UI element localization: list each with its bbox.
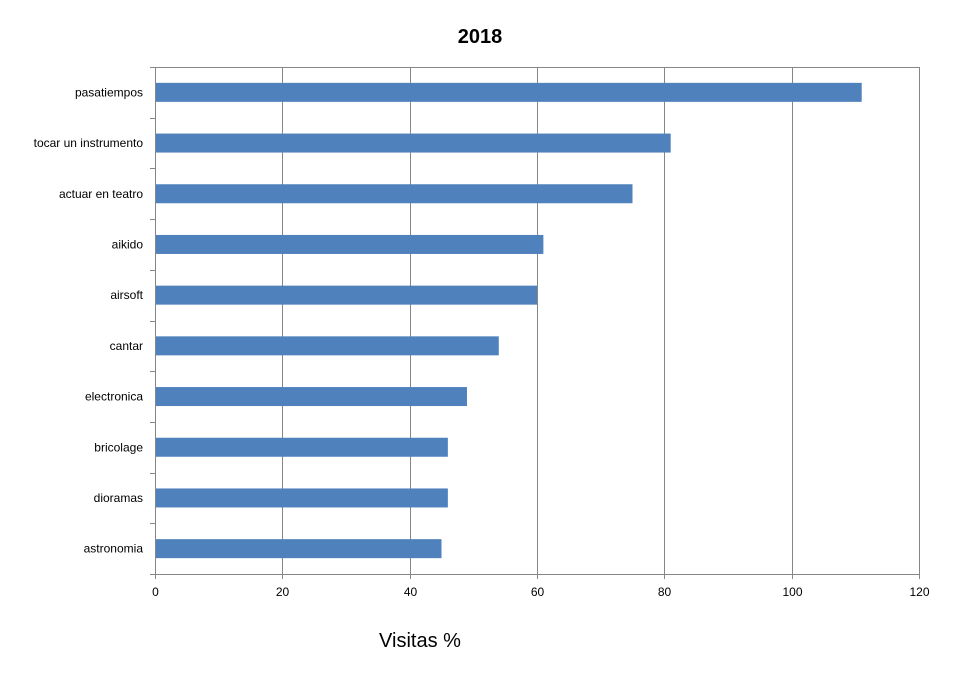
bar-aikido [156, 234, 544, 254]
y-tick-label: cantar [110, 339, 143, 353]
bar-astronomia [156, 539, 442, 559]
bar-pasatiempos [156, 82, 862, 102]
bar-tocar-un-instrumento [156, 133, 671, 153]
x-tick-label: 0 [152, 585, 159, 599]
x-tick-label: 60 [531, 585, 545, 599]
y-tick-label: dioramas [94, 491, 143, 505]
y-tick-label: bricolage [94, 440, 143, 454]
bar-bricolage [156, 437, 448, 457]
x-tick-label: 120 [909, 585, 929, 599]
y-tick-label: pasatiempos [75, 85, 143, 99]
y-tick-label: astronomia [84, 542, 144, 556]
y-tick-label: electronica [85, 390, 143, 404]
x-tick-label: 40 [404, 585, 418, 599]
x-axis-title: Visitas % [379, 630, 461, 652]
bar-actuar-en-teatro [156, 184, 633, 204]
x-tick-label: 100 [782, 585, 802, 599]
y-tick-label: airsoft [110, 288, 143, 302]
y-tick-label: aikido [112, 237, 144, 251]
x-tick-label: 20 [276, 585, 290, 599]
bar-cantar [156, 336, 499, 356]
bar-electronica [156, 387, 467, 407]
y-tick-label: tocar un instrumento [34, 136, 144, 150]
bar-dioramas [156, 488, 448, 508]
y-tick-label: actuar en teatro [59, 187, 143, 201]
chart-title: 2018 [457, 26, 503, 48]
x-tick-label: 80 [658, 585, 672, 599]
bar-airsoft [156, 285, 537, 305]
